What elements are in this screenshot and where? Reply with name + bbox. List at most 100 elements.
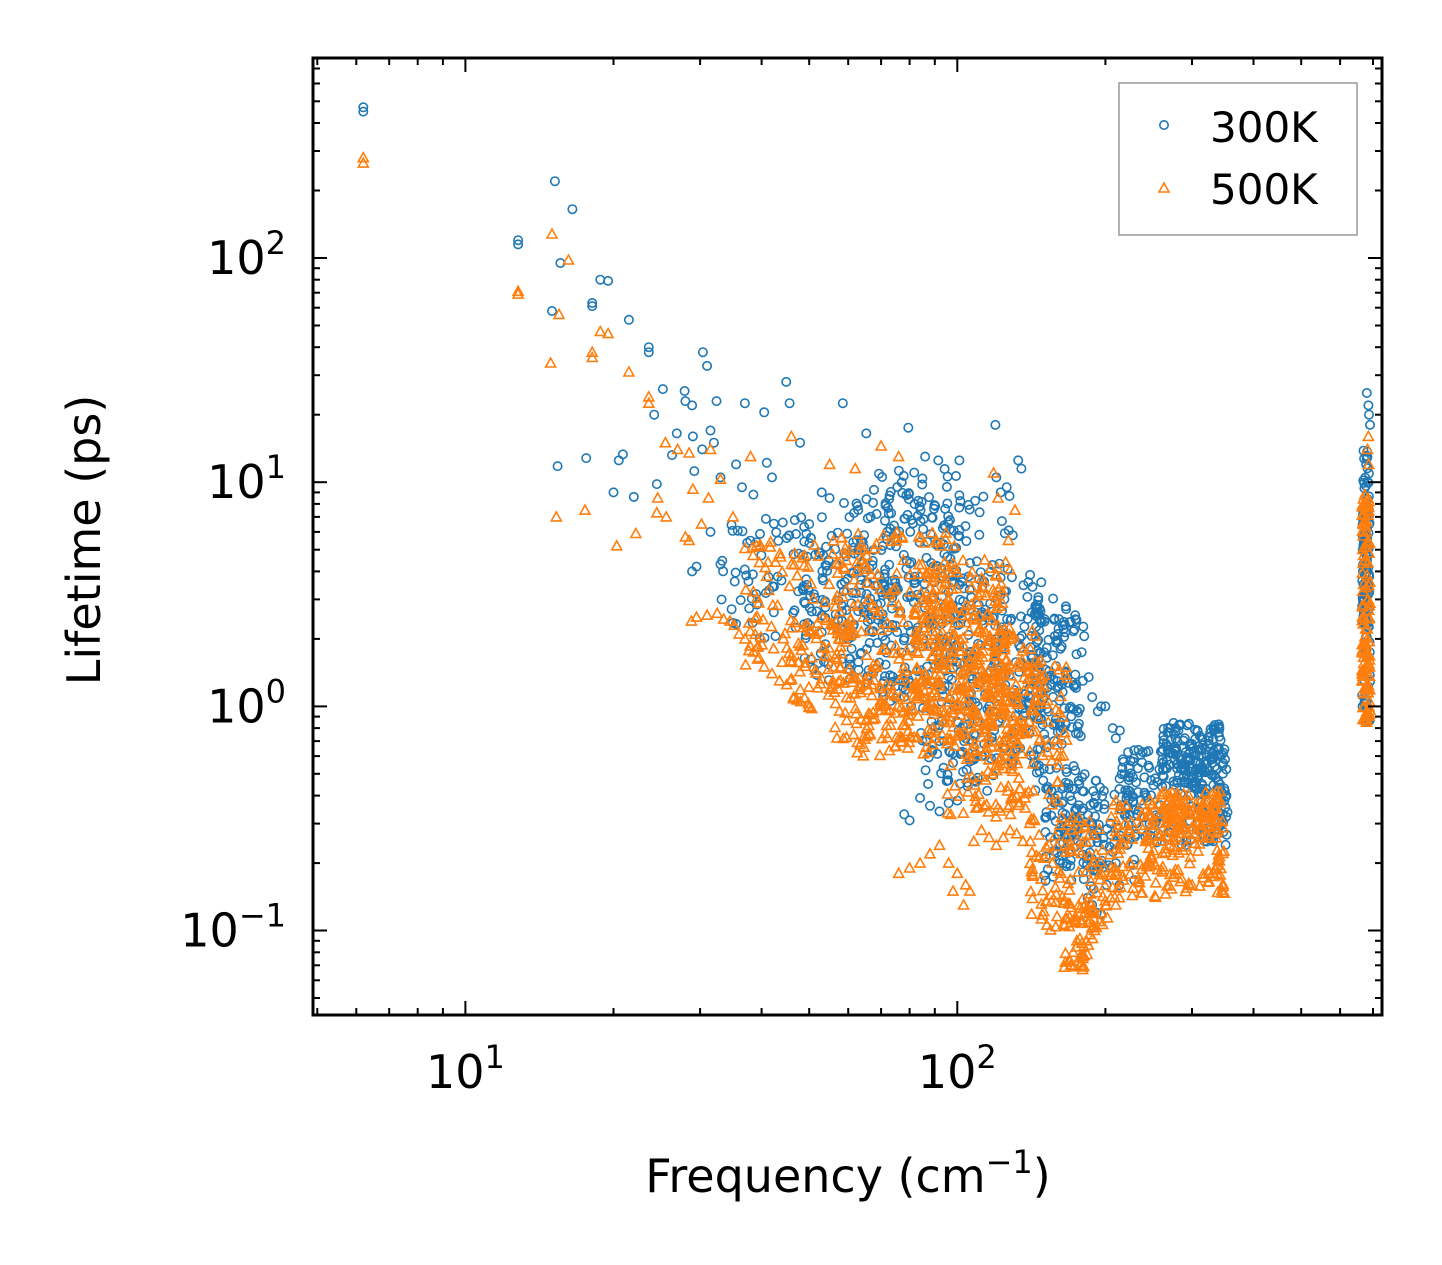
data-point-500K [982, 752, 996, 765]
plot-frame [311, 56, 1384, 1017]
data-point-500K [940, 606, 954, 619]
data-point-500K [1039, 840, 1053, 852]
data-point-500K [814, 677, 827, 689]
data-point-500K [1006, 725, 1019, 738]
data-point-300K [1117, 762, 1128, 773]
data-point-500K [788, 615, 802, 628]
data-point-500K [933, 570, 946, 583]
data-point-500K [1059, 955, 1072, 967]
data-point-500K [1010, 756, 1024, 769]
data-point-500K [900, 643, 913, 656]
data-point-300K [705, 425, 716, 436]
data-point-300K [904, 815, 915, 826]
data-point-500K [753, 538, 767, 550]
data-point-500K [874, 681, 887, 694]
data-point-500K [828, 685, 841, 698]
data-point-500K [908, 632, 922, 644]
data-point-500K [1196, 810, 1210, 822]
data-point-300K [836, 579, 847, 590]
y-tick-label: 100 [207, 672, 286, 733]
data-point-500K [1033, 732, 1047, 744]
data-point-500K [917, 611, 931, 623]
data-point-500K [950, 866, 964, 879]
data-point-500K [925, 721, 939, 734]
data-point-500K [800, 617, 813, 630]
data-point-500K [1126, 881, 1140, 894]
data-point-500K [780, 641, 794, 653]
data-point-500K [964, 571, 978, 583]
data-point-500K [752, 596, 766, 608]
data-point-500K [816, 611, 830, 623]
data-point-500K [1036, 883, 1050, 896]
data-point-500K [832, 556, 846, 568]
data-point-300K [623, 314, 634, 325]
data-point-500K [868, 601, 882, 613]
data-point-500K [1036, 748, 1050, 761]
data-point-300K [739, 398, 750, 409]
data-point-500K [1123, 855, 1137, 868]
data-point-300K [581, 453, 592, 464]
data-point-500K [854, 685, 868, 698]
data-point-300K [954, 455, 965, 466]
data-point-500K [983, 629, 997, 641]
data-point-500K [916, 621, 930, 633]
data-point-300K [1364, 409, 1375, 420]
data-point-500K [1357, 548, 1370, 561]
data-point-300K [1190, 724, 1201, 735]
data-point-300K [996, 516, 1007, 527]
data-point-300K [964, 504, 975, 515]
data-point-500K [948, 739, 962, 752]
legend-label-500k: 500K [1210, 165, 1319, 214]
data-point-300K [1066, 722, 1077, 733]
data-point-500K [1360, 568, 1374, 581]
data-point-500K [925, 674, 939, 686]
data-point-500K [834, 673, 847, 686]
data-point-500K [943, 637, 957, 650]
data-point-500K [1058, 726, 1072, 738]
data-point-500K [1148, 889, 1162, 901]
data-point-500K [1358, 630, 1372, 642]
data-point-500K [1093, 822, 1106, 835]
data-point-500K [975, 625, 989, 638]
data-point-300K [763, 572, 774, 583]
data-point-500K [1042, 787, 1056, 800]
data-point-300K [687, 400, 698, 411]
data-point-500K [851, 527, 865, 539]
data-point-500K [1083, 814, 1096, 827]
data-point-500K [878, 642, 892, 655]
data-point-500K [1038, 851, 1051, 864]
data-point-300K [1056, 679, 1067, 690]
data-point-500K [785, 655, 799, 668]
data-point-300K [915, 505, 926, 516]
data-point-500K [969, 703, 982, 715]
data-point-300K [898, 549, 909, 560]
data-point-500K [1140, 860, 1154, 872]
data-point-500K [933, 667, 947, 680]
data-point-500K [1049, 702, 1063, 715]
data-point-500K [986, 613, 999, 625]
data-point-500K [994, 804, 1007, 816]
data-point-500K [809, 666, 823, 678]
data-point-500K [960, 598, 973, 611]
data-point-300K [1143, 760, 1154, 771]
data-point-500K [923, 581, 937, 594]
data-point-500K [986, 716, 1000, 728]
data-point-500K [812, 549, 825, 561]
data-point-500K [1002, 744, 1016, 756]
data-point-500K [1078, 819, 1092, 831]
data-point-500K [753, 555, 766, 568]
data-point-300K [930, 500, 941, 511]
data-point-500K [947, 562, 960, 574]
data-point-500K [955, 682, 968, 695]
data-point-300K [1070, 765, 1081, 776]
data-point-500K [1151, 863, 1164, 875]
data-point-500K [848, 461, 862, 474]
data-point-500K [870, 577, 884, 590]
data-point-500K [1016, 834, 1030, 847]
data-point-500K [996, 706, 1009, 719]
data-point-300K [754, 528, 765, 539]
data-point-300K [737, 526, 748, 537]
data-point-500K [851, 597, 865, 610]
data-point-500K [840, 583, 853, 595]
data-point-500K [785, 429, 798, 442]
